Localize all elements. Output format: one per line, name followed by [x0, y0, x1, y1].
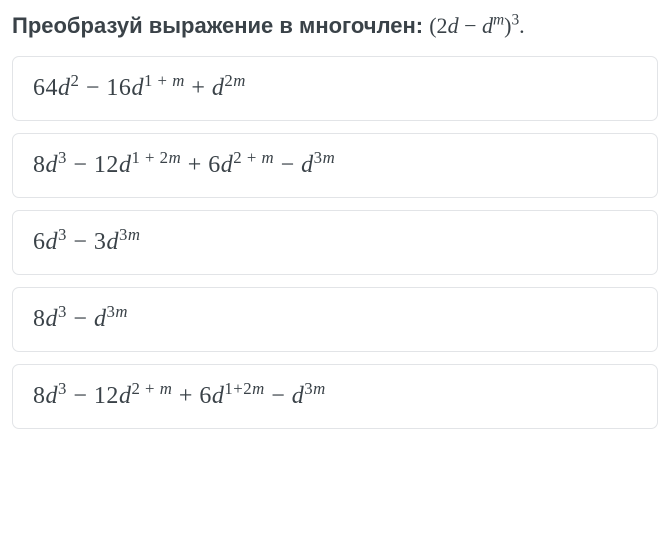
answer-option[interactable]: 8d3 − 12d2 + m + 6d1+2m − d3m [12, 364, 658, 429]
question-block: Преобразуй выражение в многочлен: (2d − … [12, 10, 658, 42]
question-prompt: Преобразуй выражение в многочлен: [12, 13, 429, 38]
option-expression: 6d3 − 3d3m [33, 229, 140, 255]
answer-option[interactable]: 6d3 − 3d3m [12, 210, 658, 275]
answer-option[interactable]: 8d3 − d3m [12, 287, 658, 352]
question-expression: (2d − dm)3. [429, 13, 524, 38]
option-expression: 8d3 − d3m [33, 306, 128, 332]
option-expression: 64d2 − 16d1 + m + d2m [33, 75, 246, 101]
option-expression: 8d3 − 12d2 + m + 6d1+2m − d3m [33, 383, 326, 409]
answer-option[interactable]: 8d3 − 12d1 + 2m + 6d2 + m − d3m [12, 133, 658, 198]
option-expression: 8d3 − 12d1 + 2m + 6d2 + m − d3m [33, 152, 335, 178]
answer-option[interactable]: 64d2 − 16d1 + m + d2m [12, 56, 658, 121]
